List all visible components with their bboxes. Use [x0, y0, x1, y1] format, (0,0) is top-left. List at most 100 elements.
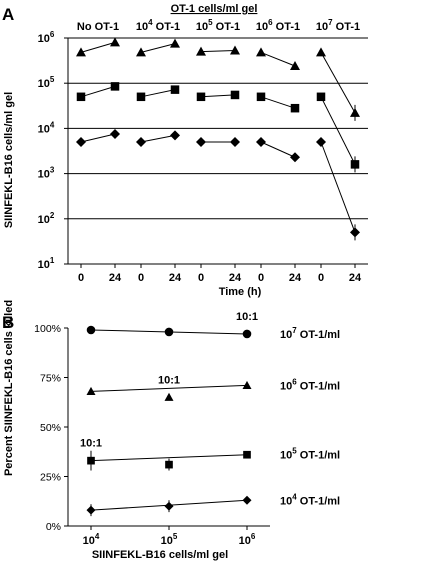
- series-line: [80, 41, 116, 53]
- series-line: [260, 96, 296, 109]
- panel-a-title: OT-1 cells/ml gel: [171, 3, 258, 15]
- series-line: [320, 52, 356, 114]
- series-line: [320, 96, 356, 165]
- data-point-square: [76, 92, 86, 102]
- x-tick-label: 0: [78, 272, 84, 284]
- data-point-diamond: [164, 501, 174, 511]
- series-line: [80, 85, 116, 98]
- data-point-square: [230, 90, 240, 100]
- panel-a-ylabel: SIINFEKL-B16 cells/ml gel: [3, 92, 15, 228]
- data-point-triangle: [76, 47, 86, 57]
- series-line: [260, 141, 296, 158]
- panel-b-ylabel: Percent SIINFEKL-B16 cells killed: [3, 300, 15, 476]
- data-point-square: [170, 85, 180, 94]
- data-point-triangle: [290, 61, 300, 71]
- panel-a-plot: 106 105 104 103 102 101 No OT-1 0 24 104 OT-1 0 24 1…: [38, 18, 368, 284]
- series-line: [200, 49, 236, 53]
- data-point-square: [256, 92, 266, 102]
- x-tick-label: 24: [169, 272, 182, 284]
- data-point-circle: [164, 327, 174, 337]
- group-label: 105 OT-1: [196, 18, 240, 33]
- y-tick-label: 75%: [40, 373, 61, 385]
- series-line: [80, 133, 116, 143]
- data-point-triangle: [242, 380, 252, 390]
- x-tick-label: 24: [229, 272, 242, 284]
- ratio-annotation: 10:1: [80, 438, 102, 450]
- data-point-diamond: [316, 137, 326, 148]
- data-point-square: [165, 460, 173, 469]
- data-point-diamond: [290, 152, 300, 163]
- y-tick-label: 105: [38, 75, 55, 90]
- data-point-diamond: [136, 137, 146, 148]
- series-line: [140, 134, 176, 143]
- x-tick-label: 0: [318, 272, 324, 284]
- data-point-square: [290, 103, 300, 113]
- y-tick-label: 25%: [40, 472, 61, 484]
- x-tick-label: 0: [258, 272, 264, 284]
- x-tick-label: 104: [83, 532, 100, 547]
- data-point-square: [136, 92, 146, 102]
- group-label: 107 OT-1: [316, 18, 360, 33]
- y-tick-label: 50%: [40, 422, 61, 434]
- data-point-triangle: [256, 47, 266, 57]
- panel-b-xlabel: SIINFEKL-B16 cells/ml gel: [92, 549, 228, 561]
- series-label: 105 OT-1/ml: [280, 447, 340, 462]
- data-point-diamond: [76, 137, 86, 148]
- x-tick-label: 24: [349, 272, 362, 284]
- series-line: [200, 94, 236, 98]
- x-tick-label: 0: [138, 272, 144, 284]
- group-label: 104 OT-1: [136, 18, 180, 33]
- data-point-square: [350, 160, 360, 169]
- panel-a-xlabel: Time (h): [219, 286, 262, 298]
- ratio-annotation: 10:1: [158, 374, 180, 386]
- y-tick-label: 100%: [34, 323, 61, 335]
- y-tick-label: 102: [38, 211, 55, 226]
- series-label: 107 OT-1/ml: [280, 326, 340, 341]
- y-tick-label: 104: [38, 120, 55, 135]
- x-tick-label: 24: [109, 272, 122, 284]
- data-point-triangle: [350, 107, 360, 117]
- series-line: [320, 141, 356, 233]
- data-point-triangle: [170, 38, 180, 48]
- data-point-triangle: [316, 47, 326, 57]
- series-line: [140, 43, 176, 53]
- data-point-diamond: [230, 137, 240, 148]
- series-line: [90, 384, 248, 392]
- data-point-square: [110, 82, 120, 91]
- series-line: [260, 51, 296, 67]
- y-tick-label: 101: [38, 256, 55, 271]
- x-tick-label: 24: [289, 272, 302, 284]
- data-point-triangle: [164, 392, 174, 401]
- y-tick-label: 106: [38, 30, 55, 45]
- series-line: [140, 89, 176, 98]
- data-point-square: [243, 450, 251, 459]
- data-point-square: [316, 92, 326, 102]
- data-point-diamond: [86, 505, 96, 515]
- data-point-triangle: [136, 47, 146, 57]
- data-point-diamond: [242, 495, 252, 505]
- y-tick-label: 103: [38, 166, 55, 181]
- data-point-circle: [86, 325, 96, 335]
- data-point-triangle: [110, 37, 120, 47]
- series-label: 106 OT-1/ml: [280, 377, 340, 392]
- data-point-diamond: [110, 129, 120, 140]
- data-point-triangle: [230, 45, 240, 55]
- group-label: No OT-1: [77, 21, 119, 33]
- y-tick-label: 0%: [46, 521, 61, 533]
- panel-b-letter: B: [2, 313, 14, 332]
- x-tick-label: 0: [198, 272, 204, 284]
- ratio-annotation: 10:1: [236, 311, 258, 323]
- panel-b-plot: 100% 75% 50% 25% 0% 104 105 106 107 OT-1/ml 106 O…: [34, 311, 340, 547]
- data-point-square: [196, 92, 206, 102]
- x-tick-label: 105: [161, 532, 178, 547]
- data-point-diamond: [350, 227, 360, 238]
- data-point-circle: [242, 329, 252, 339]
- series-label: 104 OT-1/ml: [280, 492, 340, 507]
- data-point-square: [87, 456, 95, 465]
- data-point-diamond: [170, 130, 180, 141]
- panel-a-letter: A: [2, 5, 14, 24]
- data-point-triangle: [86, 386, 96, 395]
- series-line: [90, 454, 248, 462]
- x-tick-label: 106: [239, 532, 256, 547]
